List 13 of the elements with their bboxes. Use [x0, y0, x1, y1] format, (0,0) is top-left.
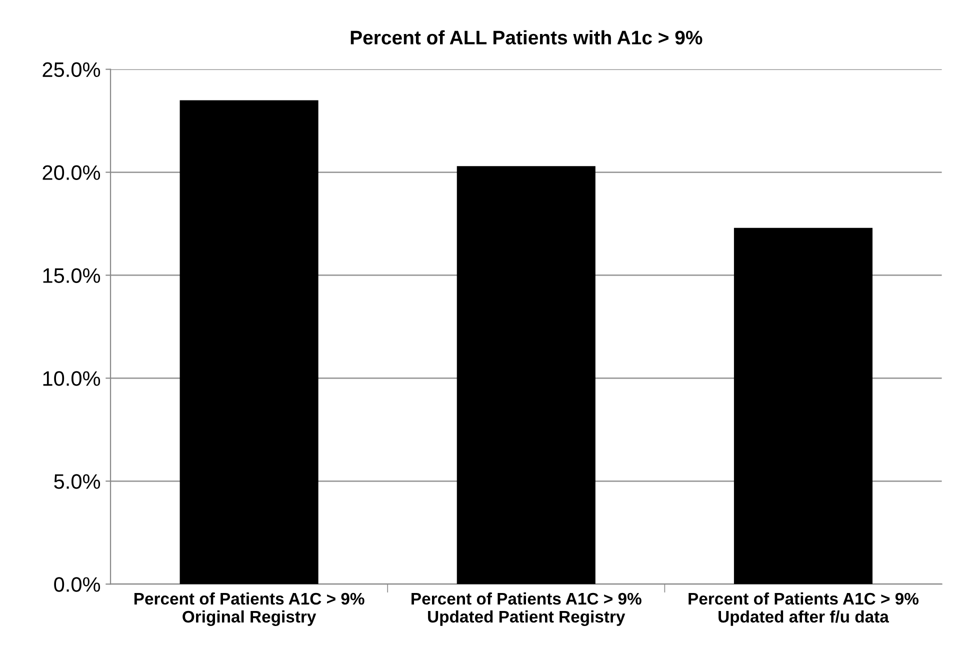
y-tick-label: 10.0%	[43, 371, 100, 386]
y-tick-label: 0.0%	[54, 577, 100, 592]
x-tick-label: Percent of Patients A1C > 9% Original Registry	[134, 592, 364, 626]
bar	[734, 228, 873, 584]
chart-title: Percent of ALL Patients with A1c > 9%	[350, 30, 702, 44]
y-tick-label: 25.0%	[42, 62, 100, 78]
y-tick-label: 5.0%	[54, 474, 100, 489]
x-tick-label: Percent of Patients A1C > 9% Updated after f/u data	[688, 592, 918, 626]
x-tick-label: Percent of Patients A1C > 9% Updated Patient Registry	[412, 592, 642, 626]
bar	[180, 100, 318, 584]
y-tick-label: 20.0%	[42, 165, 100, 180]
y-tick-label: 15.0%	[43, 268, 100, 283]
bar	[456, 166, 596, 584]
